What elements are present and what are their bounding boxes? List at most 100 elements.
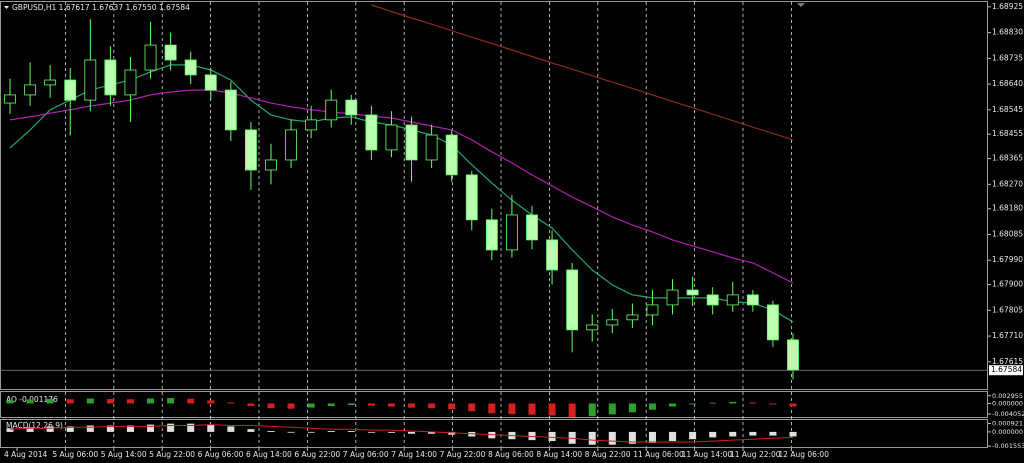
candle-body xyxy=(345,99,358,116)
signal-line xyxy=(9,424,794,443)
x-tick-label: 5 Aug 06:00 xyxy=(52,450,98,459)
indicator-bar xyxy=(408,431,416,434)
indicator-bar xyxy=(227,426,235,432)
x-tick-label: 11 Aug 22:00 xyxy=(730,450,781,459)
indicator-bar xyxy=(448,403,456,410)
indicator-bar xyxy=(66,399,74,404)
indicator-bar xyxy=(709,402,717,404)
indicator-bar xyxy=(46,398,54,404)
indicator-bar xyxy=(66,426,74,432)
indicator-bar xyxy=(287,403,295,409)
indicator-bar xyxy=(287,431,295,433)
indicator-bar xyxy=(327,403,335,407)
x-tick-label: 5 Aug 14:00 xyxy=(101,450,147,459)
indicator-bar xyxy=(6,400,14,404)
indicator-y-tick-label: -0.004052 xyxy=(992,410,1024,418)
indicator-bar xyxy=(669,403,677,407)
indicator-bar xyxy=(709,431,717,438)
indicator-y-tick-label: 0.000000 xyxy=(992,399,1023,407)
y-tick-label: 1.68085 xyxy=(992,229,1023,238)
y-tick-label: 1.68925 xyxy=(992,2,1023,11)
candle-body xyxy=(526,214,538,241)
x-tick-label: 8 Aug 22:00 xyxy=(585,450,631,459)
indicator-bar xyxy=(387,403,395,407)
indicator-bar xyxy=(147,424,155,432)
indicator-bar xyxy=(367,431,375,433)
indicator-bar xyxy=(769,403,777,405)
candle-body xyxy=(385,124,398,151)
indicator-bar xyxy=(729,431,737,437)
indicator-bar xyxy=(207,400,215,404)
indicator-bar xyxy=(408,403,416,408)
x-tick-label: 7 Aug 22:00 xyxy=(440,450,486,459)
x-tick-label: 12 Aug 06:00 xyxy=(778,450,829,459)
moving-average xyxy=(371,4,794,141)
indicator-bar xyxy=(126,425,134,432)
x-tick-label: 11 Aug 14:00 xyxy=(682,450,733,459)
x-tick-label: 8 Aug 06:00 xyxy=(488,450,534,459)
x-tick-label: 11 Aug 06:00 xyxy=(633,450,684,459)
indicator-bar xyxy=(46,426,54,432)
indicator-y-tick-label: -0.001553 xyxy=(992,442,1024,450)
candle-body xyxy=(184,59,197,76)
candle-body xyxy=(285,129,297,161)
indicator-bar xyxy=(608,403,616,415)
indicator-bar xyxy=(628,403,636,413)
indicator-bar xyxy=(167,423,175,432)
y-tick-label: 1.68455 xyxy=(992,129,1023,138)
x-tick-label: 6 Aug 14:00 xyxy=(246,450,292,459)
indicator-bar xyxy=(749,402,757,404)
y-tick-label: 1.67615 xyxy=(992,357,1023,366)
candle-body xyxy=(546,239,558,271)
indicator-bar xyxy=(207,424,215,432)
indicator-bar xyxy=(106,399,114,404)
candle-body xyxy=(425,134,438,161)
x-tick-label: 4 Aug 2014 xyxy=(4,450,47,459)
indicator-bar xyxy=(468,403,476,412)
indicator-bar xyxy=(187,398,195,404)
y-tick-label: 1.68365 xyxy=(992,154,1023,163)
main-panel-frame xyxy=(0,1,988,390)
candle-body xyxy=(24,84,36,96)
candle-body xyxy=(686,289,699,296)
indicator-bar xyxy=(648,431,656,443)
indicator-y-tick-label: 0.002955 xyxy=(992,392,1023,400)
ao-panel-frame xyxy=(0,391,988,418)
indicator-bar xyxy=(126,399,134,404)
candle-body xyxy=(646,304,659,316)
candle-body xyxy=(746,294,759,306)
indicator-bar xyxy=(167,397,175,404)
candle-body xyxy=(325,99,338,121)
candle-body xyxy=(104,59,117,96)
indicator-bar xyxy=(689,431,697,440)
candle-body xyxy=(405,124,418,161)
y-tick-label: 1.67710 xyxy=(992,331,1023,340)
indicator-bar xyxy=(367,403,375,406)
candle-body xyxy=(4,94,16,104)
candle-body xyxy=(265,159,277,171)
y-tick-label: 1.68735 xyxy=(992,53,1023,62)
macd-panel-frame xyxy=(0,419,988,448)
indicator-bar xyxy=(428,431,436,434)
indicator-bar xyxy=(568,403,576,417)
indicator-bar xyxy=(227,402,235,404)
indicator-bar xyxy=(588,403,596,417)
candle-body xyxy=(164,44,177,61)
x-tick-label: 5 Aug 22:00 xyxy=(149,450,195,459)
menu-arrow[interactable] xyxy=(4,6,9,9)
y-tick-label: 1.67900 xyxy=(992,280,1023,289)
y-tick-label: 1.68640 xyxy=(992,79,1023,88)
candle-body xyxy=(787,339,799,371)
x-tick-label: 6 Aug 22:00 xyxy=(294,450,340,459)
candle-body xyxy=(84,59,97,101)
indicator-bar xyxy=(669,431,677,442)
indicator-bar xyxy=(608,431,616,445)
indicator-bar xyxy=(387,431,395,433)
x-tick-label: 7 Aug 06:00 xyxy=(343,450,389,459)
moving-average xyxy=(9,64,794,323)
indicator-bar xyxy=(528,403,536,415)
candle-body xyxy=(224,89,237,131)
candle-body xyxy=(465,174,478,221)
indicator-bar xyxy=(689,403,697,405)
